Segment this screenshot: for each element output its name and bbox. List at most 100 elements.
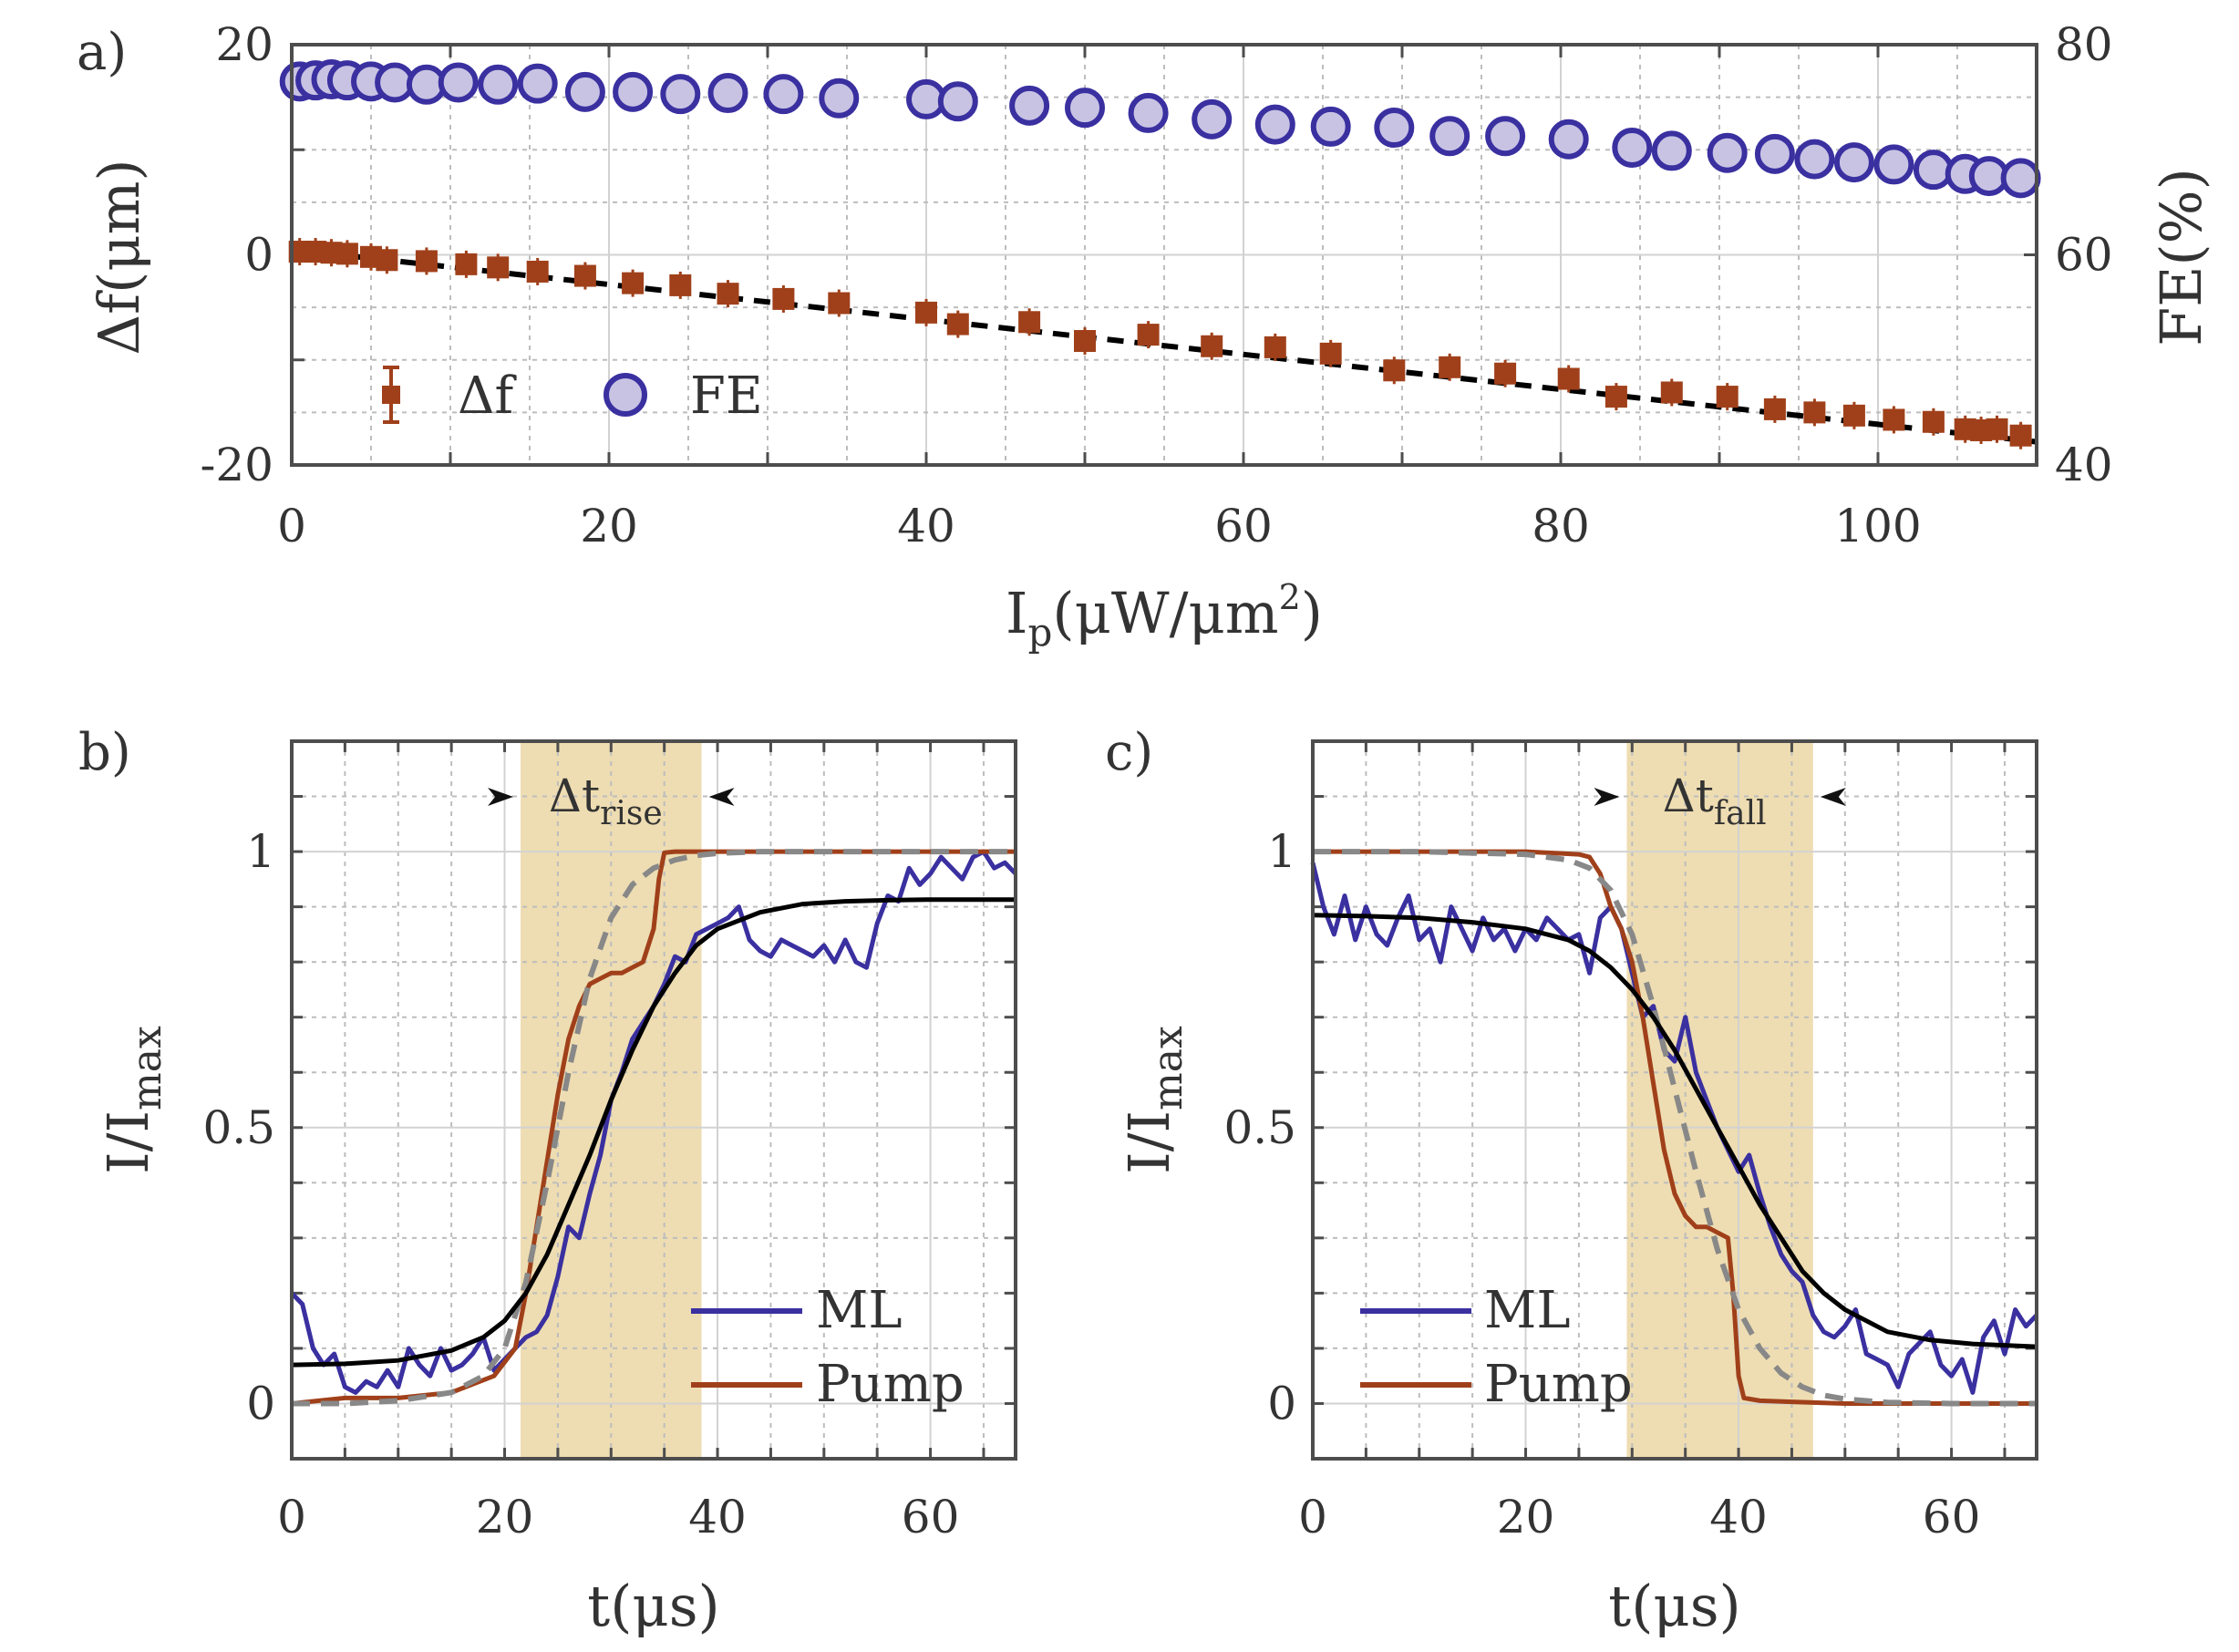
fe-point xyxy=(1374,108,1415,149)
fe-point xyxy=(819,77,860,119)
y-tick-label: 1 xyxy=(246,825,275,878)
df-point xyxy=(335,243,358,265)
annotation-sub: rise xyxy=(600,795,663,832)
df-point xyxy=(487,256,510,279)
df-point xyxy=(1883,408,1905,431)
fe-point xyxy=(707,73,748,114)
x-tick-label: 60 xyxy=(902,1491,960,1544)
ml-fit xyxy=(1312,913,2038,1349)
y-tick-label-left: 20 xyxy=(215,18,273,71)
x-tick-label: 0 xyxy=(277,500,306,552)
fe-point xyxy=(517,63,558,104)
panel-a-axes-frame xyxy=(290,43,2038,467)
y-axis-label-left: Δf(μm) xyxy=(86,159,152,355)
y-tick-label: 0.5 xyxy=(1223,1101,1296,1154)
df-point xyxy=(1264,336,1286,358)
y-axis-label-right: FE(%) xyxy=(2148,168,2214,346)
df-point xyxy=(1201,335,1223,357)
panel-c-chart: 0 20 40 60 0 0.5 1 t(μs) I/Imax Δtfall ML Pump c) xyxy=(1105,723,2038,1639)
fe-point xyxy=(937,81,978,122)
x-tick-label: 80 xyxy=(1532,500,1590,552)
fe-point xyxy=(438,62,479,103)
x-tick-label: 20 xyxy=(476,1491,534,1544)
fe-point xyxy=(564,71,605,112)
df-point xyxy=(1494,362,1517,385)
annotation-main: Δt xyxy=(1663,769,1714,822)
ml-trace xyxy=(1310,862,2038,1395)
x-tick-label: 40 xyxy=(688,1491,747,1544)
df-point xyxy=(717,283,739,305)
df-point xyxy=(1383,359,1406,382)
df-point xyxy=(573,264,596,287)
y-axis-label-sub: max xyxy=(124,1026,170,1110)
x-axis-label: t(μs) xyxy=(587,1573,719,1639)
df-point xyxy=(1803,401,1826,424)
df-point xyxy=(376,249,398,272)
df-point xyxy=(1842,404,1865,427)
pump-fit-dashed xyxy=(1313,849,2037,1407)
fe-point xyxy=(1873,144,1914,185)
y-axis-label: I/Imax xyxy=(1116,1026,1192,1174)
arrowhead-left xyxy=(488,788,514,806)
y-tick-label: 0 xyxy=(1267,1377,1296,1430)
df-point xyxy=(455,253,478,275)
fe-point xyxy=(660,74,701,115)
fe-point xyxy=(478,64,519,105)
fe-point xyxy=(1254,104,1295,145)
fe-point xyxy=(1065,88,1105,129)
fe-point xyxy=(1485,116,1526,157)
pump-fit-dashed xyxy=(292,849,1016,1407)
y-axis-label: I/Imax xyxy=(95,1026,170,1174)
legend-df-label: Δf xyxy=(458,367,517,426)
df-point xyxy=(828,292,851,315)
x-axis-label-end: ) xyxy=(1301,580,1323,646)
df-point xyxy=(772,287,795,310)
df-point xyxy=(622,272,645,294)
legend-df-marker xyxy=(382,386,400,404)
y-tick-label: 1 xyxy=(1267,825,1296,878)
x-tick-label: 20 xyxy=(1497,1491,1555,1544)
x-tick-label: 40 xyxy=(897,500,955,552)
legend-pump-label: Pump xyxy=(1484,1355,1633,1414)
x-tick-label: 20 xyxy=(580,500,638,552)
fe-point xyxy=(1310,106,1351,147)
y-axis-label-main: I/I xyxy=(95,1110,161,1174)
x-tick-label: 0 xyxy=(277,1491,306,1544)
legend-fe-label: FE xyxy=(690,367,763,426)
df-point xyxy=(1660,381,1683,404)
fe-point xyxy=(1009,85,1050,126)
fe-point xyxy=(1192,98,1233,139)
df-point xyxy=(1604,386,1627,408)
panel-b-chart: 0 20 40 60 0 0.5 1 t(μs) I/Imax Δtrise ML Pump b) xyxy=(78,723,1017,1639)
x-axis-label: t(μs) xyxy=(1608,1573,1740,1639)
fe-point xyxy=(1128,92,1169,133)
panel-c-axes-frame xyxy=(1311,739,2038,1461)
pump-trace xyxy=(1313,849,2037,1406)
fe-point xyxy=(1429,116,1470,157)
x-tick-label: 40 xyxy=(1709,1491,1768,1544)
x-axis-label-unit: (μW/μm xyxy=(1052,580,1278,646)
df-point xyxy=(1557,367,1580,390)
df-point xyxy=(1716,386,1739,408)
fe-point xyxy=(1548,119,1589,160)
arrowhead-right xyxy=(708,788,735,806)
x-tick-label: 0 xyxy=(1298,1491,1327,1544)
legend-fe-marker xyxy=(604,373,647,417)
x-tick-label: 100 xyxy=(1834,500,1921,552)
annotation-delta-t: Δtrise xyxy=(549,769,663,832)
df-point xyxy=(1018,311,1041,334)
x-axis-label-sup: 2 xyxy=(1279,577,1301,617)
df-point xyxy=(1074,330,1096,353)
panel-a-chart: 0 20 40 60 80 100200-20806040Ip(μW/μm2)Δf(μm)… xyxy=(77,18,2214,655)
panel-b-axes-frame xyxy=(290,739,1017,1461)
df-point xyxy=(1922,410,1945,433)
pump-trace xyxy=(291,849,1016,1406)
x-axis-label: Ip(μW/μm2) xyxy=(1006,577,1323,655)
fe-point xyxy=(1651,130,1692,171)
fe-point xyxy=(1754,133,1795,174)
df-point xyxy=(1986,418,2008,440)
x-axis-label-sub: p xyxy=(1028,610,1053,655)
fe-point xyxy=(1707,132,1748,173)
y-tick-label-right: 60 xyxy=(2055,229,2113,282)
arrowhead-left xyxy=(1594,788,1620,806)
